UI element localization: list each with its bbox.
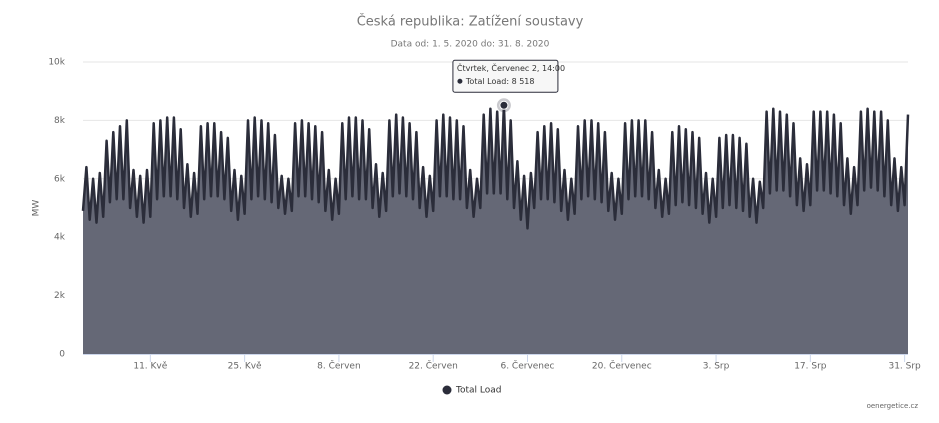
tooltip: Čtvrtek, Červenec 2, 14:00 Total Load: 8 … <box>452 59 565 93</box>
area <box>83 105 908 354</box>
x-tick-label: 6. Červenec <box>500 360 554 372</box>
legend-label[interactable]: Total Load <box>455 386 501 396</box>
line <box>81 104 910 230</box>
x-tick-label: 3. Srp <box>703 362 730 372</box>
x-tick-label: 8. Červen <box>317 360 361 372</box>
y-tick-label: 2k <box>54 291 66 301</box>
x-tick-label: 11. Kvě <box>133 362 167 372</box>
y-axis-label: MW <box>32 200 42 217</box>
x-tick-label: 25. Kvě <box>228 362 262 372</box>
y-tick-label: 8k <box>54 116 66 126</box>
tooltip-dot <box>457 78 463 84</box>
tooltip-text: Total Load: 8 518 <box>465 77 535 86</box>
x-tick-label: 31. Srp <box>888 362 921 372</box>
chart-subtitle: Data od: 1. 5. 2020 do: 31. 8. 2020 <box>391 40 550 50</box>
legend-marker <box>442 385 452 395</box>
tooltip-box <box>452 59 559 93</box>
x-tick-label: 17. Srp <box>794 362 827 372</box>
x-tick-label: 20. Červenec <box>592 360 652 372</box>
hover-point <box>499 100 509 110</box>
credit: oenergetice.cz <box>867 402 919 410</box>
y-tick-label: 6k <box>54 174 66 184</box>
y-tick-label: 4k <box>54 233 66 243</box>
x-tick-label: 22. Červen <box>409 360 458 372</box>
y-tick-label: 0 <box>59 350 65 360</box>
tooltip-header: Čtvrtek, Červenec 2, 14:00 <box>457 62 565 73</box>
chart-title: Česká republika: Zatížení soustavy <box>357 14 584 30</box>
y-tick-label: 10k <box>48 58 65 68</box>
